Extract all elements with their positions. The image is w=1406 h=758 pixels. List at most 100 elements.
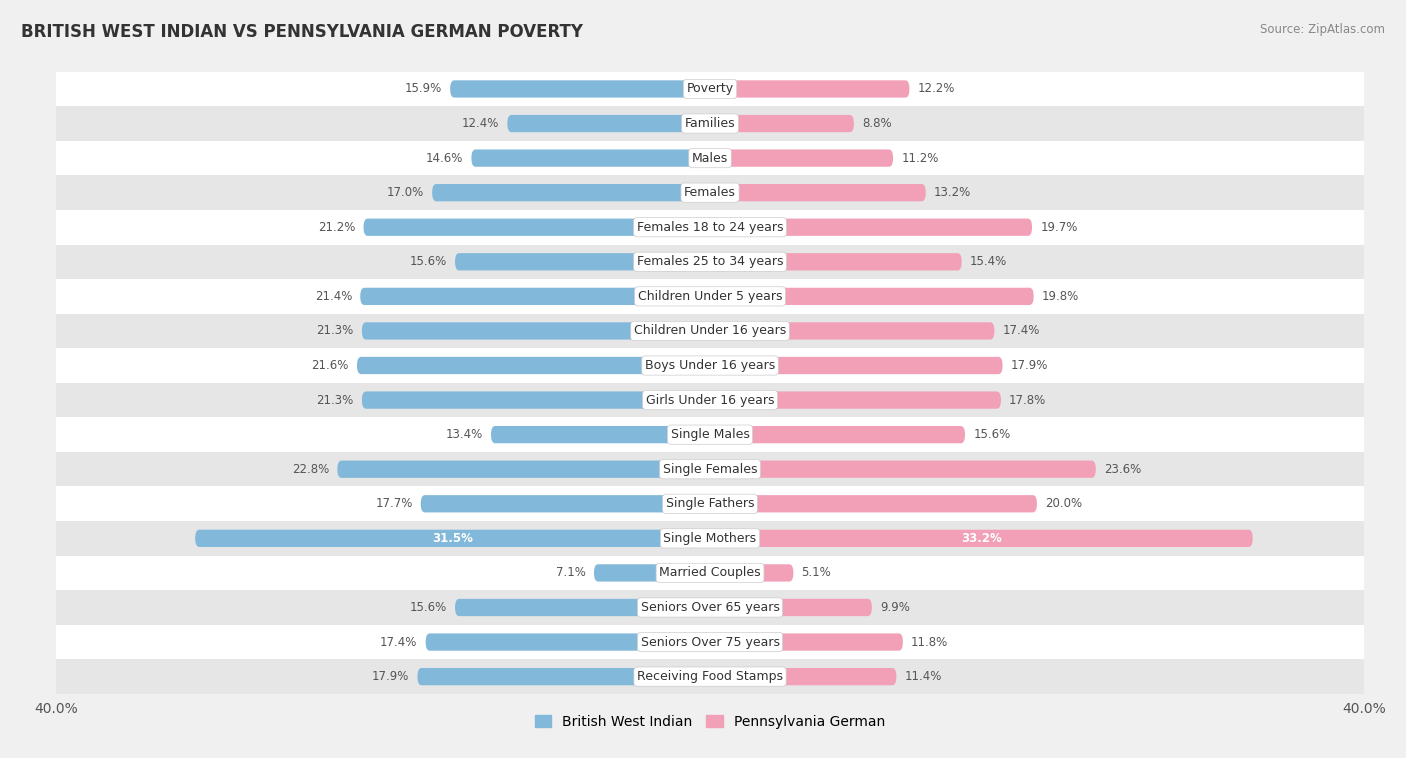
Text: 20.0%: 20.0% xyxy=(1045,497,1083,510)
Text: Single Mothers: Single Mothers xyxy=(664,532,756,545)
Bar xyxy=(56,210,1364,245)
Text: 11.4%: 11.4% xyxy=(904,670,942,683)
Bar xyxy=(56,452,1364,487)
FancyBboxPatch shape xyxy=(710,634,903,650)
FancyBboxPatch shape xyxy=(418,668,710,685)
FancyBboxPatch shape xyxy=(710,668,897,685)
FancyBboxPatch shape xyxy=(710,599,872,616)
FancyBboxPatch shape xyxy=(471,149,710,167)
Text: Males: Males xyxy=(692,152,728,164)
FancyBboxPatch shape xyxy=(357,357,710,374)
Text: Single Females: Single Females xyxy=(662,462,758,476)
Bar xyxy=(56,487,1364,521)
Text: 21.3%: 21.3% xyxy=(316,393,354,406)
FancyBboxPatch shape xyxy=(195,530,710,547)
Text: 21.3%: 21.3% xyxy=(316,324,354,337)
FancyBboxPatch shape xyxy=(432,184,710,202)
Text: 12.2%: 12.2% xyxy=(918,83,955,96)
Bar xyxy=(56,141,1364,175)
Bar xyxy=(56,556,1364,590)
FancyBboxPatch shape xyxy=(710,288,1033,305)
Text: 8.8%: 8.8% xyxy=(862,117,891,130)
Bar xyxy=(56,314,1364,348)
Bar xyxy=(56,383,1364,418)
Text: BRITISH WEST INDIAN VS PENNSYLVANIA GERMAN POVERTY: BRITISH WEST INDIAN VS PENNSYLVANIA GERM… xyxy=(21,23,583,41)
Text: 12.4%: 12.4% xyxy=(461,117,499,130)
Text: 15.4%: 15.4% xyxy=(970,255,1007,268)
Text: 13.2%: 13.2% xyxy=(934,186,972,199)
Text: 15.9%: 15.9% xyxy=(405,83,441,96)
Bar xyxy=(56,348,1364,383)
Text: 9.9%: 9.9% xyxy=(880,601,910,614)
Text: Source: ZipAtlas.com: Source: ZipAtlas.com xyxy=(1260,23,1385,36)
Text: Seniors Over 75 years: Seniors Over 75 years xyxy=(641,635,779,649)
FancyBboxPatch shape xyxy=(710,322,994,340)
FancyBboxPatch shape xyxy=(360,288,710,305)
Text: 17.9%: 17.9% xyxy=(373,670,409,683)
FancyBboxPatch shape xyxy=(710,357,1002,374)
Text: 17.8%: 17.8% xyxy=(1010,393,1046,406)
Text: 21.4%: 21.4% xyxy=(315,290,352,303)
FancyBboxPatch shape xyxy=(361,391,710,409)
Bar xyxy=(56,418,1364,452)
FancyBboxPatch shape xyxy=(710,115,853,132)
FancyBboxPatch shape xyxy=(420,495,710,512)
Text: Females: Females xyxy=(685,186,735,199)
Text: Children Under 16 years: Children Under 16 years xyxy=(634,324,786,337)
Text: 23.6%: 23.6% xyxy=(1104,462,1142,476)
Text: Seniors Over 65 years: Seniors Over 65 years xyxy=(641,601,779,614)
Text: 22.8%: 22.8% xyxy=(292,462,329,476)
FancyBboxPatch shape xyxy=(710,184,925,202)
Bar xyxy=(56,625,1364,659)
Text: Females 25 to 34 years: Females 25 to 34 years xyxy=(637,255,783,268)
FancyBboxPatch shape xyxy=(450,80,710,98)
Text: 15.6%: 15.6% xyxy=(409,255,447,268)
Text: Receiving Food Stamps: Receiving Food Stamps xyxy=(637,670,783,683)
Text: 33.2%: 33.2% xyxy=(960,532,1001,545)
Text: 15.6%: 15.6% xyxy=(409,601,447,614)
FancyBboxPatch shape xyxy=(426,634,710,650)
Text: 14.6%: 14.6% xyxy=(426,152,463,164)
Text: 7.1%: 7.1% xyxy=(555,566,586,579)
Text: Girls Under 16 years: Girls Under 16 years xyxy=(645,393,775,406)
Text: 11.2%: 11.2% xyxy=(901,152,939,164)
FancyBboxPatch shape xyxy=(710,426,965,443)
FancyBboxPatch shape xyxy=(710,80,910,98)
Text: 17.9%: 17.9% xyxy=(1011,359,1047,372)
Text: 19.8%: 19.8% xyxy=(1042,290,1078,303)
Bar xyxy=(56,175,1364,210)
Bar xyxy=(56,72,1364,106)
FancyBboxPatch shape xyxy=(508,115,710,132)
Text: 21.6%: 21.6% xyxy=(312,359,349,372)
FancyBboxPatch shape xyxy=(710,461,1095,478)
FancyBboxPatch shape xyxy=(361,322,710,340)
Text: Single Fathers: Single Fathers xyxy=(666,497,754,510)
Bar xyxy=(56,590,1364,625)
FancyBboxPatch shape xyxy=(456,599,710,616)
FancyBboxPatch shape xyxy=(710,391,1001,409)
FancyBboxPatch shape xyxy=(491,426,710,443)
Text: 17.4%: 17.4% xyxy=(380,635,418,649)
Bar xyxy=(56,521,1364,556)
FancyBboxPatch shape xyxy=(710,253,962,271)
Text: Children Under 5 years: Children Under 5 years xyxy=(638,290,782,303)
Text: Single Males: Single Males xyxy=(671,428,749,441)
Text: 19.7%: 19.7% xyxy=(1040,221,1077,233)
Bar xyxy=(56,245,1364,279)
Text: 11.8%: 11.8% xyxy=(911,635,948,649)
FancyBboxPatch shape xyxy=(710,564,793,581)
Text: 17.7%: 17.7% xyxy=(375,497,412,510)
Text: Families: Families xyxy=(685,117,735,130)
Text: 31.5%: 31.5% xyxy=(432,532,472,545)
Text: 13.4%: 13.4% xyxy=(446,428,482,441)
FancyBboxPatch shape xyxy=(364,218,710,236)
Text: Poverty: Poverty xyxy=(686,83,734,96)
Text: 15.6%: 15.6% xyxy=(973,428,1011,441)
Text: 17.0%: 17.0% xyxy=(387,186,425,199)
Text: Females 18 to 24 years: Females 18 to 24 years xyxy=(637,221,783,233)
FancyBboxPatch shape xyxy=(710,218,1032,236)
Text: 5.1%: 5.1% xyxy=(801,566,831,579)
Bar xyxy=(56,659,1364,694)
Text: 17.4%: 17.4% xyxy=(1002,324,1040,337)
FancyBboxPatch shape xyxy=(456,253,710,271)
